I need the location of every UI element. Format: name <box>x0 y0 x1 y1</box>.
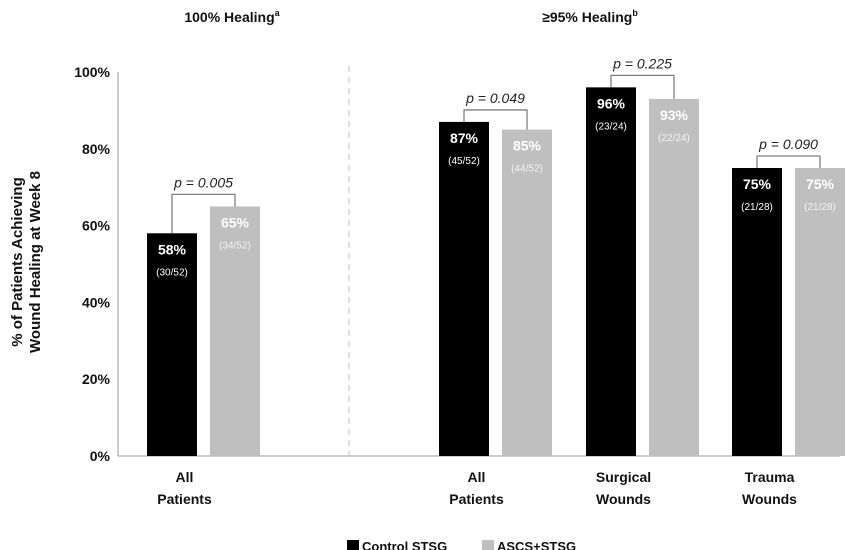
bar <box>586 87 636 457</box>
bar <box>732 168 782 456</box>
y-tick-label: 40% <box>82 294 111 310</box>
bar <box>649 98 699 456</box>
bar <box>502 129 552 456</box>
x-category-label: Wounds <box>596 491 651 507</box>
bar-group: 75% (21/28) 75% (21/28) p = 0.090 Trauma Wound… <box>732 136 845 507</box>
bar <box>210 206 260 456</box>
bar-fraction-label: (34/52) <box>219 240 251 251</box>
p-value-label: p = 0.049 <box>465 90 525 106</box>
bar <box>439 121 489 457</box>
significance-bracket <box>756 155 821 168</box>
y-tick-label: 80% <box>82 141 111 157</box>
legend-label: Control STSG <box>362 539 447 550</box>
p-value-label: p = 0.225 <box>612 55 672 71</box>
significance-bracket <box>463 109 528 130</box>
bar <box>795 168 845 456</box>
x-category-label: Trauma <box>745 469 795 485</box>
bar-fraction-label: (21/28) <box>804 202 836 213</box>
bar-fraction-label: (22/24) <box>658 133 690 144</box>
x-category-label: Patients <box>449 491 504 507</box>
bar-value-label: 58% <box>158 241 187 257</box>
x-category-label: All <box>176 469 194 485</box>
legend-swatch <box>347 540 359 550</box>
x-category-label: Surgical <box>596 469 651 485</box>
bar-value-label: 85% <box>513 138 542 154</box>
legend: Control STSG ASCS+STSG <box>347 539 576 550</box>
x-category-label: Patients <box>157 491 212 507</box>
bar-group: 58% (30/52) 65% (34/52) p = 0.005 All Patients <box>147 174 260 507</box>
y-axis-label-line: % of Patients Achieving <box>9 177 26 346</box>
bar-value-label: 87% <box>450 130 479 146</box>
y-tick-label: 100% <box>74 64 110 80</box>
bar-value-label: 93% <box>660 107 689 123</box>
bar-fraction-label: (45/52) <box>448 156 480 167</box>
y-axis-label-line: Wound Healing at Week 8 <box>27 171 44 353</box>
bar-fraction-label: (30/52) <box>156 267 188 278</box>
bar-value-label: 96% <box>597 95 626 111</box>
y-tick-label: 20% <box>82 371 111 387</box>
panel-title: 100% Healinga <box>184 8 280 25</box>
significance-bracket <box>610 74 675 99</box>
bar-value-label: 75% <box>806 176 835 192</box>
p-value-label: p = 0.005 <box>173 174 233 190</box>
bar <box>147 233 197 456</box>
bar-value-label: 65% <box>221 214 250 230</box>
x-category-label: All <box>468 469 486 485</box>
y-tick-label: 60% <box>82 218 111 234</box>
y-tick-label: 0% <box>90 448 111 464</box>
significance-bracket <box>171 193 236 234</box>
bar-fraction-label: (44/52) <box>511 164 543 175</box>
legend-swatch <box>482 540 494 550</box>
bar-fraction-label: (21/28) <box>741 202 773 213</box>
p-value-label: p = 0.090 <box>758 136 818 152</box>
bar-group: 96% (23/24) 93% (22/24) p = 0.225 Surgical Wou… <box>586 55 699 507</box>
panel-title: ≥95% Healingb <box>542 8 638 25</box>
x-category-label: Wounds <box>742 491 797 507</box>
panel-title-superscript: b <box>632 8 638 18</box>
legend-label: ASCS+STSG <box>497 539 576 550</box>
y-axis-label: % of Patients Achieving Wound Healing at … <box>9 171 44 353</box>
bar-group: 87% (45/52) 85% (44/52) p = 0.049 All Patients <box>439 90 552 507</box>
panel-title-superscript: a <box>275 8 281 18</box>
bar-value-label: 75% <box>743 176 772 192</box>
bar-fraction-label: (23/24) <box>595 121 627 132</box>
